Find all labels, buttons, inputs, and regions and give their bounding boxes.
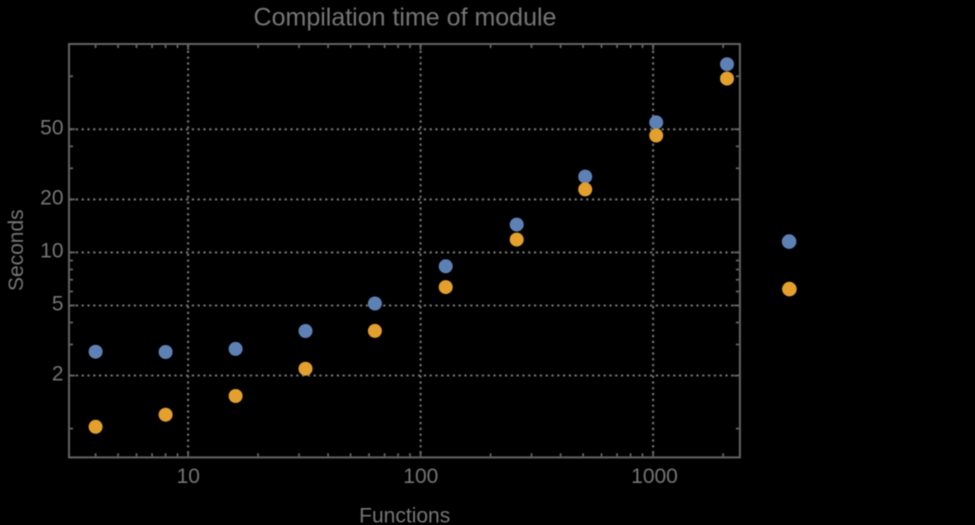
- svg-text:Functions: Functions: [359, 504, 450, 525]
- svg-text:20: 20: [40, 187, 63, 210]
- svg-text:50: 50: [40, 117, 63, 140]
- svg-text:5: 5: [52, 293, 64, 316]
- svg-text:Seconds: Seconds: [5, 209, 28, 291]
- svg-text:1000: 1000: [631, 465, 678, 488]
- svg-text:10: 10: [177, 465, 200, 488]
- svg-text:100: 100: [403, 465, 438, 488]
- svg-text:10: 10: [40, 240, 63, 263]
- svg-text:Compilation time of module: Compilation time of module: [254, 3, 557, 31]
- svg-text:2: 2: [52, 363, 64, 386]
